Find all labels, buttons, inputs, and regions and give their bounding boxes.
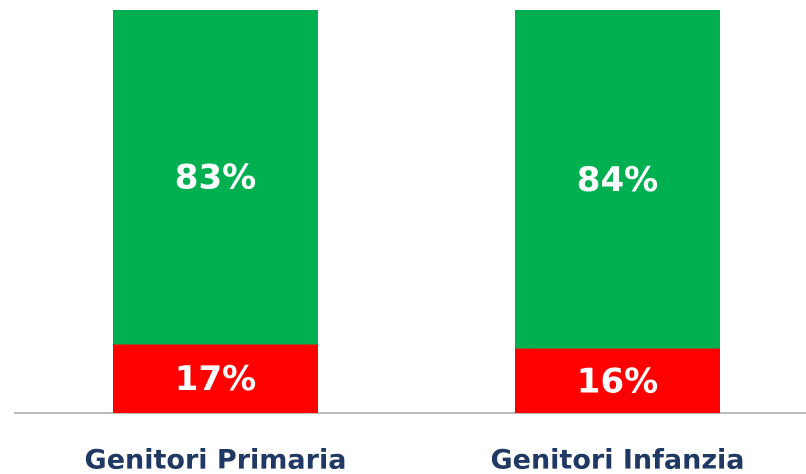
data-label: 16% bbox=[577, 361, 658, 401]
x-tick-label: Genitori Primaria bbox=[85, 445, 347, 474]
data-label: 17% bbox=[175, 359, 256, 399]
x-tick-label: Genitori Infanzia bbox=[490, 445, 744, 474]
data-label: 84% bbox=[577, 160, 658, 200]
data-label: 83% bbox=[175, 158, 256, 198]
bar-segment bbox=[515, 10, 720, 349]
bar-segment bbox=[113, 344, 318, 413]
bar-segment bbox=[515, 348, 720, 413]
bar-segment bbox=[113, 10, 318, 345]
